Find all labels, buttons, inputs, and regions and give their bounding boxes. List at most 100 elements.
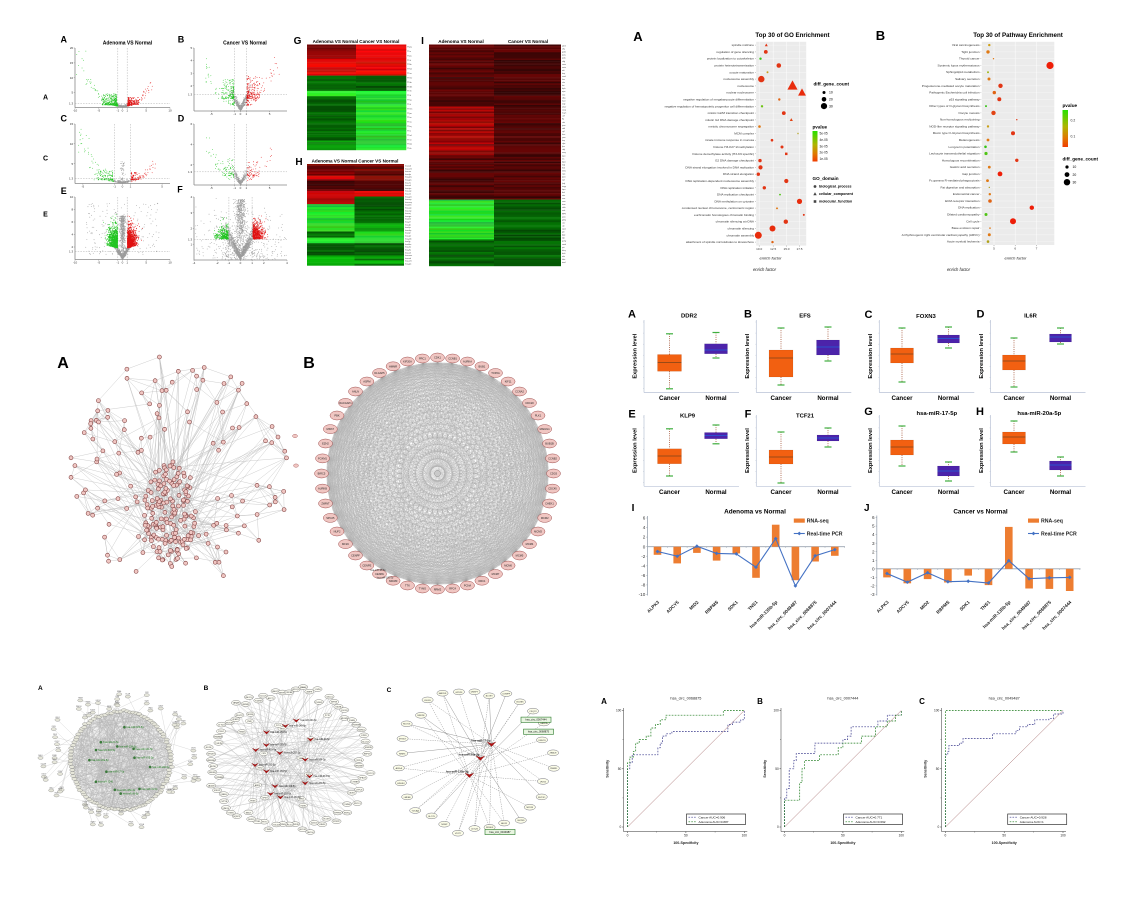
svg-text:TOMWC: TOMWC — [343, 804, 351, 806]
svg-text:C: C — [919, 697, 925, 706]
svg-text:hsa-miR-17-5p: hsa-miR-17-5p — [108, 771, 124, 774]
svg-text:Adenoma VS Normal: Adenoma VS Normal — [438, 39, 483, 44]
svg-text:Expression level: Expression level — [979, 428, 985, 473]
svg-text:hsa-miR-146-5p: hsa-miR-146-5p — [289, 726, 306, 728]
svg-text:YQPF: YQPF — [306, 774, 312, 776]
svg-text:YCNHX: YCNHX — [255, 701, 263, 703]
svg-text:ZRIF: ZRIF — [115, 696, 119, 698]
svg-text:IFRP: IFRP — [196, 777, 201, 779]
svg-text:TTxa: TTxa — [407, 73, 412, 75]
svg-text:DHLD: DHLD — [38, 755, 43, 757]
svg-text:nucleosome assembly: nucleosome assembly — [723, 77, 754, 81]
svg-text:MCM4: MCM4 — [526, 542, 534, 546]
svg-text:-4: -4 — [193, 261, 196, 265]
svg-text:TTuu: TTuu — [407, 122, 412, 124]
svg-text:Systemic lupus erythematosus: Systemic lupus erythematosus — [938, 64, 980, 68]
svg-text:G2 DNA damage checkpoint: G2 DNA damage checkpoint — [715, 159, 754, 163]
svg-text:A: A — [43, 95, 48, 102]
svg-text:2: 2 — [872, 549, 875, 554]
svg-text:hsa-miR-135b-5p: hsa-miR-135b-5p — [117, 789, 136, 792]
svg-text:-5: -5 — [82, 185, 85, 189]
svg-text:CYWBR: CYWBR — [351, 782, 359, 784]
svg-text:0: 0 — [945, 834, 947, 838]
svg-text:RZWOD: RZWOD — [291, 824, 299, 826]
svg-text:KIF20A: KIF20A — [403, 360, 412, 364]
svg-text:5: 5 — [872, 524, 875, 529]
svg-text:KIF11: KIF11 — [505, 380, 512, 384]
svg-text:lwri: lwri — [562, 84, 565, 87]
svg-text:Expression level: Expression level — [979, 333, 985, 378]
svg-text:tmgq: tmgq — [562, 185, 566, 188]
svg-text:20: 20 — [829, 98, 833, 102]
svg-text:0: 0 — [240, 112, 242, 116]
svg-text:-5: -5 — [97, 261, 100, 265]
svg-text:G: G — [294, 36, 302, 47]
svg-text:Expression level: Expression level — [745, 428, 751, 473]
svg-text:-10: -10 — [639, 592, 646, 597]
svg-text:100-Specificity: 100-Specificity — [992, 841, 1017, 845]
svg-text:Top 30 of GO Enrichment: Top 30 of GO Enrichment — [755, 32, 829, 39]
svg-text:20: 20 — [70, 46, 74, 50]
svg-text:UKECS: UKECS — [539, 740, 547, 742]
svg-text:tojb: tojb — [562, 237, 565, 240]
svg-text:nuclear nucleosome: nuclear nucleosome — [726, 91, 754, 95]
svg-text:hsa-miR-135b-5p: hsa-miR-135b-5p — [446, 770, 469, 774]
svg-text:TTmn: TTmn — [407, 108, 412, 110]
svg-text:DNA replication-dependent nucl: DNA replication-dependent nucleosome ass… — [686, 179, 755, 183]
svg-text:hsa-rnd: hsa-rnd — [405, 258, 411, 260]
svg-text:Expression level: Expression level — [868, 428, 874, 473]
svg-text:ofty: ofty — [562, 48, 565, 51]
svg-text:0: 0 — [122, 185, 124, 189]
svg-text:EWDK: EWDK — [192, 755, 198, 757]
svg-text:D: D — [977, 309, 985, 321]
svg-text:hsa-aqv: hsa-aqv — [405, 191, 411, 193]
svg-text:E: E — [628, 409, 635, 421]
svg-text:2: 2 — [191, 84, 193, 88]
svg-text:TNWMW: TNWMW — [214, 737, 222, 739]
svg-text:CHEK1: CHEK1 — [545, 502, 554, 506]
svg-text:Sensitivity: Sensitivity — [606, 760, 610, 778]
svg-text:hsa-miR-404-5p: hsa-miR-404-5p — [300, 720, 317, 722]
svg-text:WWMU: WWMU — [88, 809, 95, 811]
svg-text:Normal: Normal — [1050, 489, 1072, 496]
svg-text:100: 100 — [899, 834, 905, 838]
svg-text:Normal: Normal — [938, 395, 960, 402]
svg-text:DNA strand elongation: DNA strand elongation — [723, 172, 754, 176]
svg-text:hsa-qln: hsa-qln — [405, 174, 411, 176]
svg-text:ZYLS: ZYLS — [276, 725, 281, 727]
svg-text:NIRS: NIRS — [58, 789, 63, 791]
svg-text:Normal: Normal — [705, 395, 727, 402]
svg-text:FVNGD: FVNGD — [315, 702, 323, 704]
svg-text:hsa_circ_0049487: hsa_circ_0049487 — [989, 697, 1020, 701]
svg-text:protein localization to cytosk: protein localization to cytoskeleton — [707, 57, 754, 61]
svg-text:FHDX: FHDX — [129, 822, 134, 824]
svg-text:CDC6: CDC6 — [550, 472, 558, 476]
svg-text:hsa_circ_0007444: hsa_circ_0007444 — [525, 718, 547, 722]
svg-text:TTK: TTK — [405, 584, 410, 588]
svg-text:-1: -1 — [228, 261, 231, 265]
svg-text:6: 6 — [872, 515, 875, 520]
svg-text:YWWJ: YWWJ — [300, 805, 306, 807]
svg-text:cecr: cecr — [562, 221, 566, 224]
svg-text:PEJJ: PEJJ — [53, 734, 57, 736]
svg-text:cbgl: cbgl — [562, 149, 566, 151]
svg-text:5: 5 — [993, 247, 995, 251]
svg-text:uaxd: uaxd — [562, 76, 566, 78]
svg-text:MCM2: MCM2 — [541, 516, 549, 520]
svg-text:UCCO: UCCO — [103, 814, 109, 816]
svg-text:hsa-miR-96-5p: hsa-miR-96-5p — [370, 570, 386, 572]
svg-text:protein heterotetramerization: protein heterotetramerization — [714, 64, 754, 68]
svg-text:HYYTI: HYYTI — [455, 833, 462, 835]
svg-text:BUB1: BUB1 — [479, 364, 486, 368]
svg-text:CENPE: CENPE — [362, 564, 371, 568]
svg-text:histone H3-K27 trimethylation: histone H3-K27 trimethylation — [713, 145, 754, 149]
svg-text:Cancer: Cancer — [1004, 489, 1026, 496]
svg-text:THXS: THXS — [280, 728, 286, 730]
svg-text:QFEFX: QFEFX — [232, 719, 239, 721]
svg-text:10: 10 — [70, 142, 74, 146]
svg-text:zawq: zawq — [562, 110, 566, 112]
svg-text:LIPFD: LIPFD — [361, 735, 367, 737]
svg-text:BIPSE: BIPSE — [331, 702, 338, 704]
svg-text:nucleosome: nucleosome — [737, 84, 754, 88]
svg-text:Cancer: Cancer — [771, 395, 793, 402]
